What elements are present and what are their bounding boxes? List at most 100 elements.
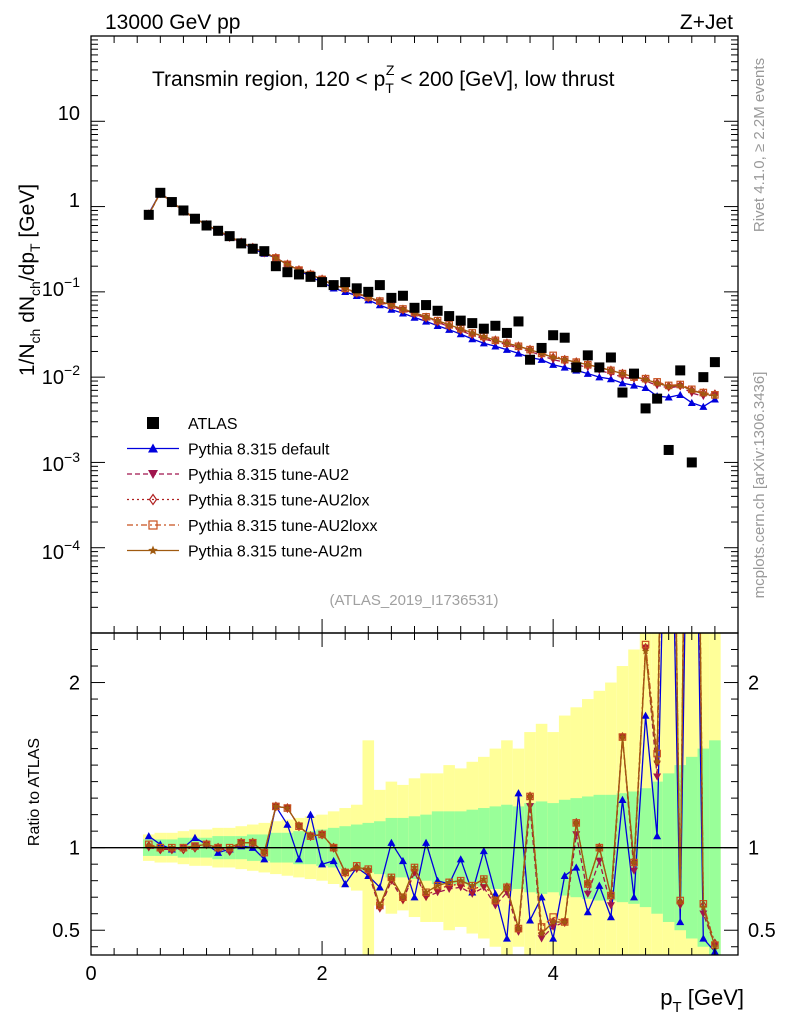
point-default [502, 345, 511, 353]
legend: ATLAS Pythia 8.315 default Pythia 8.315 tu… [127, 416, 377, 561]
point-AU2m [549, 353, 557, 361]
point-default [630, 381, 639, 389]
point-AU2m [607, 366, 615, 374]
ratio-point-AU2m [422, 888, 430, 896]
svg-text:1/Nch dNch/dpT [GeV]: 1/Nch dNch/dpT [GeV] [16, 184, 43, 376]
point-AU2m [584, 360, 592, 368]
point-ATLAS [455, 315, 466, 326]
point-AU2m [503, 339, 511, 347]
point-ATLAS [675, 365, 686, 376]
ratio-point-AU2m [364, 865, 373, 873]
ratio-point-AU2m [699, 903, 708, 911]
point-ATLAS [444, 311, 455, 322]
ratio-point-AU2m [584, 880, 592, 888]
point-ATLAS [213, 225, 224, 236]
ratio-point-default [583, 908, 592, 916]
point-AU2m [341, 284, 349, 292]
ratio-point-AU2m [468, 881, 477, 889]
ratio-point-default [549, 934, 558, 942]
ratio-point-default [514, 789, 523, 797]
ytick-1e-3: 10−3 [42, 449, 80, 476]
ratio-point-default [491, 889, 500, 898]
point-AU2m [480, 332, 488, 340]
point-ATLAS [189, 213, 200, 224]
point-default [583, 369, 592, 377]
ratio-point-AU2m [549, 918, 557, 926]
ratio-point-AU2 [583, 890, 592, 898]
point-AU2m [376, 297, 384, 305]
point-ATLAS [698, 372, 709, 383]
ratio-point-AU2m [272, 802, 280, 810]
point-AU2m [618, 369, 627, 377]
point-AU2m [468, 328, 477, 337]
ratio-point-default [606, 913, 615, 921]
point-ATLAS [629, 368, 640, 379]
ratio-point-AU2m [480, 875, 488, 883]
point-AU2m [699, 389, 708, 397]
point-AU2m [514, 342, 523, 350]
ratio-point-default [375, 883, 384, 891]
ratio-point-AU2m [318, 830, 326, 838]
legend-label-default: Pythia 8.315 default [188, 442, 330, 459]
axis-ticks [90, 36, 739, 955]
legend-marker-AU2lox [148, 493, 158, 506]
ratio-point-default [410, 893, 419, 901]
ratio-point-default [641, 711, 650, 719]
beam-label: 13000 GeV pp [105, 11, 240, 34]
point-ATLAS [155, 187, 166, 198]
ratio-point-default [653, 832, 662, 840]
point-AU2m [653, 379, 661, 387]
ytick-1e-2: 10−2 [42, 362, 80, 389]
ytick-10: 10 [58, 103, 80, 125]
point-ATLAS [282, 267, 293, 278]
point-default [618, 379, 627, 387]
ratio-point-AU2m [399, 893, 407, 901]
series-line-AU2loxx [148, 191, 716, 396]
point-ATLAS [270, 261, 281, 272]
point-default [606, 375, 615, 383]
ratio-point-AU2m [352, 863, 361, 871]
point-ATLAS [501, 327, 512, 338]
ratio-point-AU2m [237, 838, 245, 846]
point-ATLAS [421, 300, 432, 311]
ratio-point-default [294, 855, 303, 863]
point-AU2m [688, 386, 696, 394]
point-AU2m [283, 260, 292, 268]
ratio-point-AU2 [526, 803, 535, 811]
ratio-point-default [318, 860, 327, 868]
point-ATLAS [467, 318, 478, 329]
point-ATLAS [317, 277, 328, 288]
ratio-ytick-2: 2 [69, 673, 80, 695]
ratio-point-default [560, 871, 569, 879]
ratio-point-AU2 [549, 923, 558, 931]
ytick-1e-4: 10−4 [42, 537, 80, 564]
point-AU2m [445, 320, 453, 329]
point-ATLAS [663, 444, 674, 455]
legend-marker-AU2 [148, 470, 158, 479]
point-AU2m [456, 324, 465, 332]
ratio-point-default [618, 795, 627, 803]
point-ATLAS [709, 357, 720, 368]
point-default [664, 393, 673, 401]
point-ATLAS [143, 209, 154, 220]
ratio-point-AU2 [630, 867, 639, 875]
ratio-point-default [306, 810, 315, 818]
point-AU2m [537, 349, 546, 357]
point-AU2m [491, 336, 500, 344]
ratio-point-default [144, 832, 153, 840]
point-default [595, 373, 604, 381]
ratio-point-default [283, 820, 292, 828]
series-line-AU2 [148, 191, 715, 397]
ratio-point-AU2m [306, 832, 315, 840]
legend-label-AU2loxx: Pythia 8.315 tune-AU2loxx [188, 518, 377, 535]
ratio-point-AU2m [537, 929, 546, 937]
point-AU2m [676, 381, 684, 389]
point-AU2m [433, 316, 442, 324]
ratio-point-AU2m [295, 822, 303, 830]
point-ATLAS [582, 350, 593, 361]
xtick-4: 4 [548, 963, 559, 985]
point-ATLAS [397, 290, 408, 301]
point-ATLAS [328, 280, 339, 291]
ratio-ytick-0.5: 0.5 [52, 920, 80, 942]
ratio-point-default [479, 846, 488, 855]
